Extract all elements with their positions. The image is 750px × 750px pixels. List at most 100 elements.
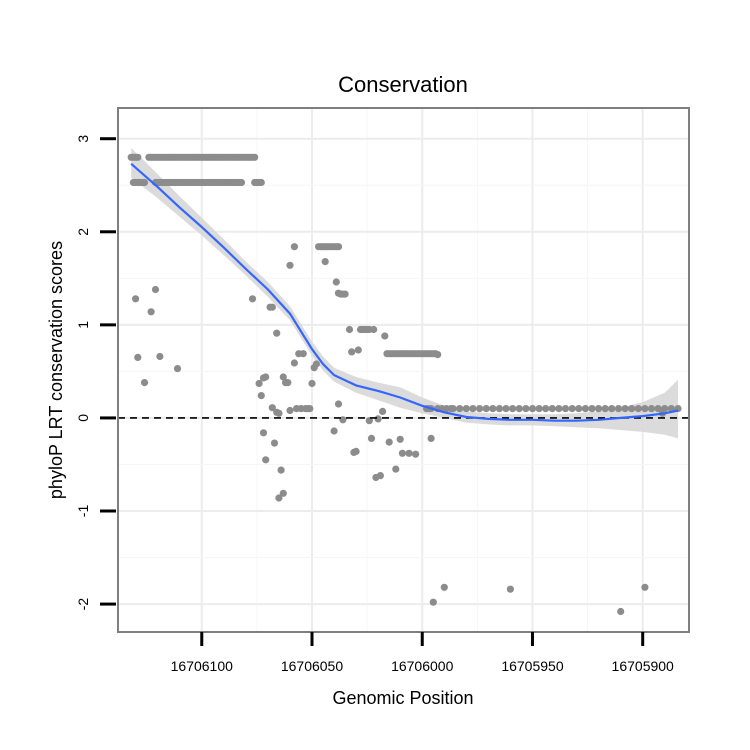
data-point (628, 405, 636, 413)
data-point (156, 352, 164, 361)
data-point (268, 303, 276, 311)
data-point (489, 405, 497, 413)
data-point (237, 178, 246, 187)
data-point (173, 365, 182, 373)
data-point (581, 405, 590, 413)
data-point (575, 405, 583, 413)
data-point (396, 435, 404, 443)
x-tick-label: 16705950 (501, 658, 564, 674)
data-point (279, 373, 287, 381)
y-tick-label: -2 (75, 598, 91, 611)
data-point (279, 489, 287, 497)
data-point (661, 405, 669, 413)
confidence-band-layer (131, 148, 678, 439)
data-point (277, 466, 285, 474)
data-point (134, 353, 142, 361)
plot-panel-border (117, 107, 690, 633)
data-point (348, 348, 356, 356)
data-point (522, 405, 530, 413)
data-point (634, 405, 642, 413)
data-point (275, 409, 283, 417)
data-point (381, 332, 389, 340)
y-tick-label: -1 (75, 505, 91, 518)
data-point (140, 178, 149, 187)
data-point (654, 405, 662, 413)
data-point (588, 405, 596, 413)
data-point (299, 350, 307, 358)
data-point (508, 405, 517, 413)
data-point (601, 405, 609, 413)
grid-lines (118, 108, 689, 632)
data-point (312, 360, 320, 368)
data-point (502, 405, 510, 413)
data-point (286, 406, 294, 415)
y-tick-label: 0 (75, 414, 91, 422)
data-point (548, 405, 556, 413)
data-point (367, 434, 376, 442)
data-point (345, 325, 354, 334)
data-point (429, 598, 437, 606)
data-point (506, 585, 514, 593)
data-point (608, 405, 616, 413)
data-point (515, 405, 523, 413)
y-tick-label: 1 (75, 321, 91, 329)
data-point (434, 351, 442, 359)
data-point (290, 243, 298, 251)
data-point (370, 325, 378, 334)
x-tick-label: 16705900 (612, 658, 675, 674)
data-point (151, 285, 160, 294)
y-tick-label: 3 (75, 135, 91, 143)
data-point (405, 449, 413, 457)
data-point (482, 405, 490, 413)
data-point (376, 472, 384, 480)
data-point (595, 405, 603, 413)
data-point (535, 405, 543, 413)
data-point (259, 429, 268, 437)
data-point (555, 405, 563, 413)
data-point (262, 373, 270, 381)
data-point (469, 405, 477, 413)
data-point (354, 346, 362, 354)
data-point (284, 379, 292, 387)
data-point (374, 415, 382, 423)
data-point (379, 407, 387, 415)
data-point (412, 450, 420, 458)
data-point (321, 258, 329, 266)
data-point (140, 379, 149, 387)
data-point (528, 405, 537, 413)
data-point (392, 465, 400, 473)
x-tick-label: 16706100 (171, 658, 234, 674)
data-point (330, 427, 338, 435)
smooth-line (130, 162, 679, 422)
data-point (248, 295, 257, 303)
data-point (617, 607, 625, 616)
data-point (306, 405, 314, 413)
data-point (427, 434, 435, 442)
data-point (334, 400, 343, 408)
data-point (641, 405, 649, 413)
data-point (286, 261, 294, 269)
data-point (290, 359, 298, 367)
data-point (352, 447, 360, 455)
data-point (385, 438, 393, 446)
data-point (147, 308, 155, 316)
data-point (273, 329, 281, 337)
data-point (621, 405, 629, 413)
confidence-band (131, 148, 678, 439)
data-point (134, 153, 142, 161)
data-point (251, 153, 259, 161)
x-tick-label: 16706000 (391, 658, 454, 674)
data-point (476, 405, 484, 413)
data-point (456, 405, 464, 413)
data-point (332, 278, 340, 286)
data-point (334, 243, 343, 251)
data-point (268, 404, 276, 412)
data-point (132, 295, 140, 303)
data-point (339, 416, 347, 424)
data-point (255, 379, 263, 388)
x-axis: 16706100 16706050 16706000 16705950 16705900 (171, 632, 674, 674)
data-point (542, 405, 550, 413)
data-point (647, 405, 656, 413)
data-point (257, 178, 265, 187)
